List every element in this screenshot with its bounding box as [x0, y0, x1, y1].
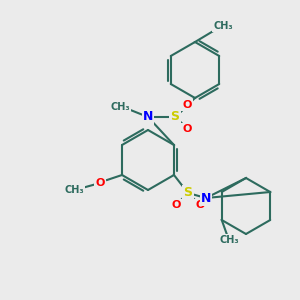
- Text: N: N: [201, 191, 211, 205]
- Text: O: O: [182, 124, 192, 134]
- Text: S: S: [170, 110, 179, 124]
- Text: S: S: [184, 187, 193, 200]
- Text: O: O: [95, 178, 105, 188]
- Text: CH₃: CH₃: [110, 102, 130, 112]
- Text: O: O: [171, 200, 181, 210]
- Text: O: O: [195, 200, 205, 210]
- Text: N: N: [143, 110, 153, 124]
- Text: O: O: [182, 100, 192, 110]
- Text: CH₃: CH₃: [220, 235, 239, 245]
- Text: CH₃: CH₃: [213, 21, 233, 31]
- Text: CH₃: CH₃: [64, 185, 84, 195]
